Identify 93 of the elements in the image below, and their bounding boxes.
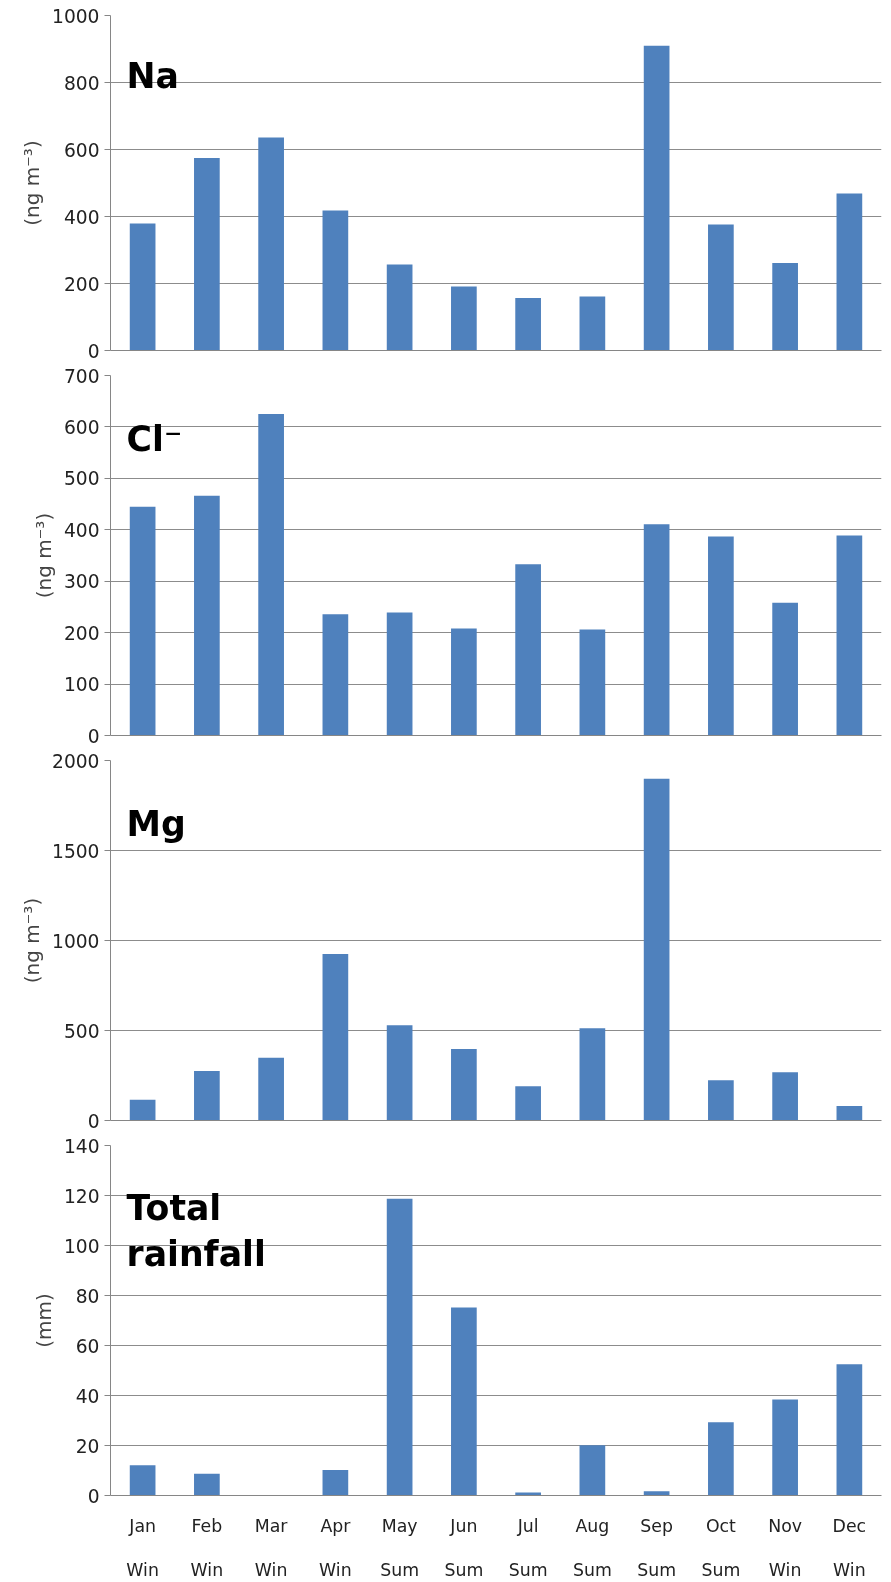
y-tick-label: 500 — [63, 1020, 100, 1042]
bar — [451, 286, 477, 351]
annotation: Total rainfall — [126, 1187, 266, 1274]
bar — [708, 1080, 734, 1121]
bar — [386, 1025, 413, 1121]
bar — [194, 1473, 220, 1496]
bar — [772, 1399, 798, 1496]
y-tick-label: 600 — [63, 139, 100, 161]
bar — [386, 264, 413, 351]
bar — [386, 612, 413, 736]
bar — [643, 524, 670, 736]
y-axis-title: (mm) — [31, 1293, 56, 1348]
y-tick-label: 80 — [75, 1285, 100, 1307]
y-tick-label: 120 — [63, 1185, 100, 1207]
bar — [643, 1491, 670, 1496]
category-label: Aug Sum — [572, 1515, 612, 1580]
y-tick-label: 0 — [87, 1110, 100, 1132]
category-label: Mar Win — [254, 1515, 288, 1580]
bar — [836, 193, 863, 351]
category-label: Jan Win — [126, 1515, 159, 1580]
bar — [386, 1198, 413, 1496]
bar — [772, 263, 798, 351]
bar — [258, 414, 284, 736]
y-tick-label: 1000 — [52, 930, 100, 952]
y-tick-label: 300 — [63, 571, 100, 593]
y-tick-label: 400 — [63, 206, 100, 228]
annotation: Na — [126, 55, 179, 96]
bar — [451, 628, 477, 736]
y-tick-label: 2000 — [52, 750, 100, 772]
category-label: Dec Win — [832, 1515, 867, 1580]
y-tick-label: 100 — [63, 1235, 100, 1257]
y-tick-label: 0 — [87, 1485, 100, 1507]
annotation: Mg — [126, 803, 186, 844]
bar — [129, 1465, 156, 1496]
bar — [322, 954, 349, 1121]
bar — [129, 1099, 156, 1121]
y-tick-label: 140 — [63, 1135, 100, 1157]
bar — [836, 1105, 863, 1121]
bar — [515, 297, 541, 351]
category-label: Feb Win — [190, 1515, 224, 1580]
y-tick-label: 1500 — [52, 840, 100, 862]
y-tick-label: 0 — [87, 725, 100, 747]
bar — [836, 535, 863, 736]
y-tick-label: 800 — [63, 72, 100, 94]
bar — [772, 602, 798, 736]
y-tick-label: 20 — [75, 1435, 100, 1457]
annotation: Cl⁻ — [126, 418, 183, 459]
y-axis-title: (ng m⁻³) — [20, 140, 45, 226]
y-tick-label: 500 — [63, 468, 100, 490]
bar — [129, 506, 156, 736]
bar — [322, 614, 349, 736]
y-tick-label: 400 — [63, 519, 100, 541]
y-tick-label: 200 — [63, 273, 100, 295]
category-label: Jul Sum — [508, 1515, 548, 1580]
bar — [708, 536, 734, 736]
bar — [194, 157, 220, 351]
category-label: Apr Win — [319, 1515, 352, 1580]
bar — [322, 210, 349, 351]
y-axis-title: (ng m⁻³) — [20, 897, 45, 984]
bar — [129, 223, 156, 351]
bar — [194, 495, 220, 736]
y-tick-label: 1000 — [52, 5, 100, 27]
y-axis-title: (ng m⁻³) — [31, 512, 56, 599]
category-label: Oct Sum — [701, 1515, 741, 1580]
bar — [708, 224, 734, 351]
bar — [643, 778, 670, 1121]
bar — [579, 1028, 606, 1121]
bar — [258, 137, 284, 351]
bar — [708, 1422, 734, 1496]
y-tick-label: 700 — [63, 365, 100, 387]
bar — [579, 1445, 606, 1496]
bar — [194, 1071, 220, 1121]
bar — [579, 629, 606, 736]
y-tick-label: 200 — [63, 622, 100, 644]
y-tick-label: 40 — [75, 1385, 100, 1407]
bar — [643, 45, 670, 351]
bar — [322, 1470, 349, 1496]
y-tick-label: 60 — [75, 1335, 100, 1357]
y-tick-label: 100 — [63, 674, 100, 696]
bar — [258, 1057, 284, 1121]
category-label: Sep Sum — [637, 1515, 677, 1580]
bar — [579, 296, 606, 351]
category-label: May Sum — [380, 1515, 420, 1580]
category-label: Nov Win — [768, 1515, 803, 1580]
bar — [772, 1072, 798, 1121]
bar — [836, 1364, 863, 1496]
y-tick-label: 0 — [87, 340, 100, 362]
bar — [451, 1049, 477, 1121]
category-label: Jun Sum — [444, 1515, 484, 1580]
y-tick-label: 600 — [63, 416, 100, 438]
bar — [515, 1086, 541, 1121]
bar — [451, 1307, 477, 1496]
bar — [515, 564, 541, 736]
